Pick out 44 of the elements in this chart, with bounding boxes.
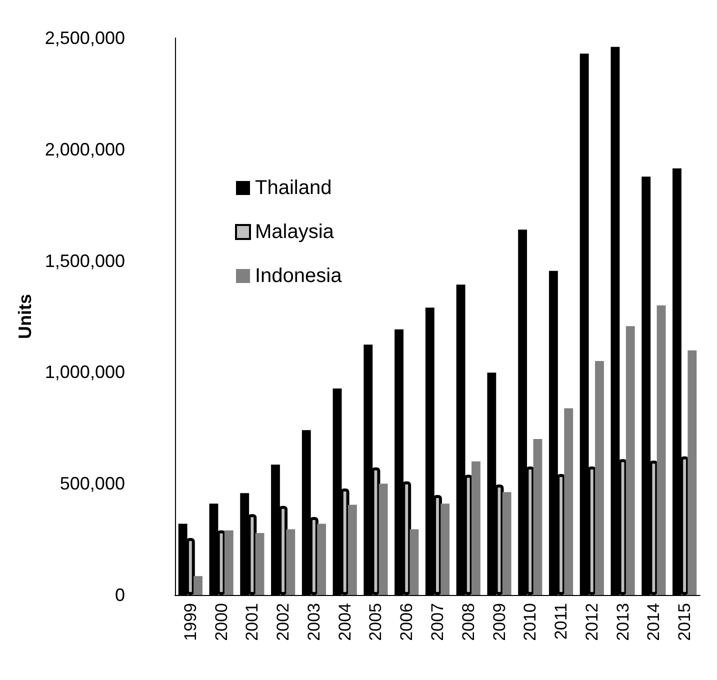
x-tick-label: 2010 (520, 603, 540, 641)
bar (688, 350, 697, 595)
legend-label: Indonesia (255, 265, 343, 287)
x-tick-label: 2014 (644, 603, 664, 641)
bar (348, 504, 357, 595)
bar (194, 576, 202, 595)
y-tick-label: 1,500,000 (44, 250, 125, 271)
bar (626, 326, 635, 595)
y-tick-label: 0 (114, 585, 125, 605)
x-tick-label: 2007 (428, 603, 447, 641)
y-tick-label: 2,500,000 (44, 28, 125, 48)
x-tick-label: 1999 (180, 603, 200, 641)
bar (564, 408, 574, 595)
bar (378, 484, 388, 595)
bar (471, 461, 480, 595)
x-tick-label: 2006 (397, 603, 416, 641)
bar (286, 529, 296, 595)
legend-label: Thailand (255, 177, 332, 199)
x-tick-label: 2011 (552, 603, 571, 640)
x-tick-label: 2012 (582, 603, 602, 641)
y-axis-title: Units (15, 294, 35, 339)
bar (255, 533, 264, 595)
y-tick-label: 500,000 (60, 474, 125, 494)
bar (595, 361, 604, 595)
bar (533, 439, 542, 595)
bar (224, 530, 234, 595)
x-tick-label: 2002 (274, 603, 293, 641)
x-tick-label: 2013 (613, 603, 632, 641)
x-tick-label: 2005 (366, 603, 386, 641)
x-tick-label: 2003 (304, 603, 324, 641)
y-tick-label: 2,000,000 (44, 139, 125, 160)
x-tick-label: 2004 (335, 603, 354, 641)
bar (440, 504, 450, 595)
x-tick-label: 2000 (212, 603, 231, 641)
x-tick-label: 2015 (675, 603, 694, 641)
bar (656, 305, 666, 595)
y-tick-label: 1,000,000 (44, 362, 125, 382)
bar (410, 529, 419, 595)
legend-label: Malaysia (255, 221, 335, 243)
x-tick-label: 2001 (242, 603, 262, 641)
bar (317, 524, 326, 595)
x-tick-label: 2008 (458, 603, 478, 641)
bar (502, 492, 512, 595)
x-tick-label: 2009 (490, 603, 509, 641)
